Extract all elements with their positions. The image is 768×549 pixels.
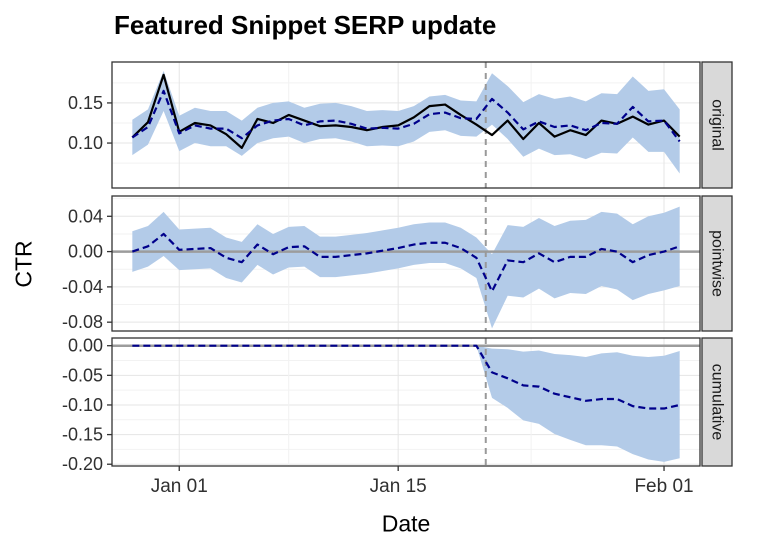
facet-panel-pointwise: 0.04 0.00 -0.04 -0.08 pointwise [62, 195, 733, 332]
facet-strip [701, 195, 733, 332]
cumulative-effect-line [132, 344, 680, 410]
panel-border [111, 337, 701, 467]
y-tick-label: 0.15 [68, 93, 103, 113]
y-tick-label: -0.05 [62, 365, 103, 385]
facet-panel-original: 0.15 0.10 original [68, 61, 733, 189]
observed-line [131, 73, 681, 149]
confidence-band [132, 206, 680, 329]
y-tick-label: 0.10 [68, 133, 103, 153]
y-tick-label: -0.08 [62, 312, 103, 332]
y-tick-label: 0.00 [68, 336, 103, 356]
pointwise-effect-line [131, 232, 681, 293]
x-tick-label: Jan 01 [151, 476, 208, 497]
y-tick-label: -0.10 [62, 395, 103, 415]
y-tick-label: -0.15 [62, 425, 103, 445]
x-tick-label: Jan 15 [370, 476, 427, 497]
panel-border [111, 195, 701, 332]
x-tick-label: Feb 01 [634, 476, 693, 497]
predicted-line [131, 89, 681, 143]
facet-strip-label: cumulative [709, 364, 726, 441]
facet-strip [701, 61, 733, 189]
y-tick-label: -0.04 [62, 277, 103, 297]
chart-title: Featured Snippet SERP update [114, 10, 497, 40]
panel-border [111, 61, 701, 189]
y-tick-label: -0.20 [62, 454, 103, 474]
x-axis-label: Date [381, 510, 431, 537]
facet-strip-label: original [709, 99, 726, 151]
y-tick-label: 0.04 [68, 206, 103, 226]
facet-strip-label: pointwise [709, 230, 726, 297]
facet-strip [701, 337, 733, 467]
confidence-band [132, 345, 680, 462]
y-tick-label: 0.00 [68, 242, 103, 262]
facet-panel-cumulative: 0.00 -0.05 -0.10 -0.15 -0.20 cumulative [62, 336, 733, 474]
